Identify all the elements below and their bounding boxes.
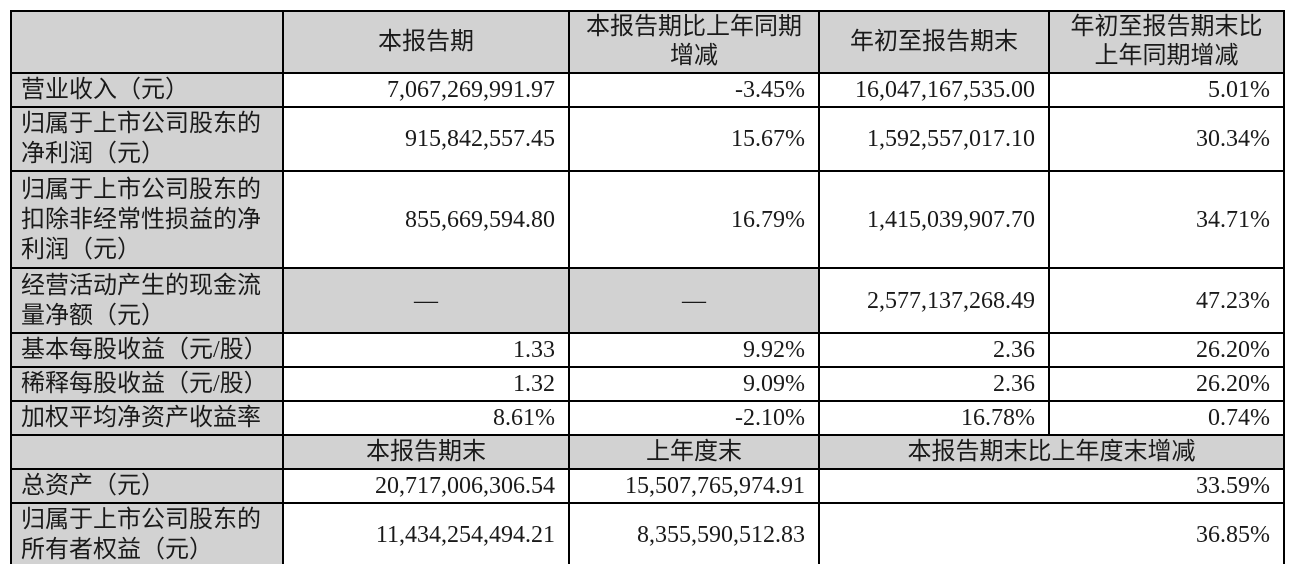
subheader-period-end-vs-prior-year-end: 本报告期末比上年度末增减 (818, 434, 1285, 470)
net-profit-label: 归属于上市公司股东的净利润（元） (10, 106, 284, 172)
operating-revenue-ytd: 16,047,167,535.00 (818, 72, 1050, 108)
diluted-eps-yoy: 9.09% (568, 366, 820, 402)
owners-equity-label: 归属于上市公司股东的所有者权益（元） (10, 502, 284, 564)
net-profit-ytd: 1,592,557,017.10 (818, 106, 1050, 172)
subheader-prior-year-end: 上年度末 (568, 434, 820, 470)
owners-equity-period-end: 11,434,254,494.21 (282, 502, 570, 564)
diluted-eps-ytd-yoy: 26.20% (1048, 366, 1285, 402)
row-basic-eps: 基本每股收益（元/股） 1.33 9.92% 2.36 26.20% (10, 332, 1285, 368)
diluted-eps-current: 1.32 (282, 366, 570, 402)
total-assets-prior-year-end: 15,507,765,974.91 (568, 468, 820, 504)
cash-flow-current-dash: — (282, 267, 570, 334)
deducted-net-profit-yoy: 16.79% (568, 170, 820, 269)
net-profit-current: 915,842,557.45 (282, 106, 570, 172)
header-current-period: 本报告期 (282, 10, 570, 74)
row-operating-revenue: 营业收入（元） 7,067,269,991.97 -3.45% 16,047,1… (10, 72, 1285, 108)
deducted-net-profit-current: 855,669,594.80 (282, 170, 570, 269)
cash-flow-ytd-yoy: 47.23% (1048, 267, 1285, 334)
roe-ytd: 16.78% (818, 400, 1050, 436)
subheader-corner-cell (10, 434, 284, 470)
roe-yoy: -2.10% (568, 400, 820, 436)
deducted-net-profit-ytd-yoy: 34.71% (1048, 170, 1285, 269)
basic-eps-current: 1.33 (282, 332, 570, 368)
operating-revenue-yoy: -3.45% (568, 72, 820, 108)
basic-eps-ytd-yoy: 26.20% (1048, 332, 1285, 368)
total-assets-change: 33.59% (818, 468, 1285, 504)
header-year-to-date: 年初至报告期末 (818, 10, 1050, 74)
operating-revenue-current: 7,067,269,991.97 (282, 72, 570, 108)
basic-eps-yoy: 9.92% (568, 332, 820, 368)
row-owners-equity: 归属于上市公司股东的所有者权益（元） 11,434,254,494.21 8,3… (10, 502, 1285, 564)
row-net-profit-attributable: 归属于上市公司股东的净利润（元） 915,842,557.45 15.67% 1… (10, 106, 1285, 172)
subheader-period-end: 本报告期末 (282, 434, 570, 470)
cash-flow-ytd: 2,577,137,268.49 (818, 267, 1050, 334)
row-net-profit-after-deduction: 归属于上市公司股东的扣除非经常性损益的净利润（元） 855,669,594.80… (10, 170, 1285, 269)
diluted-eps-ytd: 2.36 (818, 366, 1050, 402)
cash-flow-label: 经营活动产生的现金流量净额（元） (10, 267, 284, 334)
basic-eps-ytd: 2.36 (818, 332, 1050, 368)
deducted-net-profit-label: 归属于上市公司股东的扣除非经常性损益的净利润（元） (10, 170, 284, 269)
financial-summary-table: 本报告期 本报告期比上年同期 增减 年初至报告期末 年初至报告期末比 上年同期增… (10, 10, 1285, 564)
header-row: 本报告期 本报告期比上年同期 增减 年初至报告期末 年初至报告期末比 上年同期增… (10, 10, 1285, 74)
operating-revenue-label: 营业收入（元） (10, 72, 284, 108)
roe-label: 加权平均净资产收益率 (10, 400, 284, 436)
total-assets-period-end: 20,717,006,306.54 (282, 468, 570, 504)
header-year-to-date-yoy-change: 年初至报告期末比 上年同期增减 (1048, 10, 1285, 74)
net-profit-ytd-yoy: 30.34% (1048, 106, 1285, 172)
row-weighted-average-roe: 加权平均净资产收益率 8.61% -2.10% 16.78% 0.74% (10, 400, 1285, 436)
header-current-period-yoy-change: 本报告期比上年同期 增减 (568, 10, 820, 74)
diluted-eps-label: 稀释每股收益（元/股） (10, 366, 284, 402)
basic-eps-label: 基本每股收益（元/股） (10, 332, 284, 368)
operating-revenue-ytd-yoy: 5.01% (1048, 72, 1285, 108)
deducted-net-profit-ytd: 1,415,039,907.70 (818, 170, 1050, 269)
owners-equity-change: 36.85% (818, 502, 1285, 564)
roe-current: 8.61% (282, 400, 570, 436)
cash-flow-yoy-dash: — (568, 267, 820, 334)
row-diluted-eps: 稀释每股收益（元/股） 1.32 9.09% 2.36 26.20% (10, 366, 1285, 402)
subheader-row: 本报告期末 上年度末 本报告期末比上年度末增减 (10, 434, 1285, 470)
total-assets-label: 总资产（元） (10, 468, 284, 504)
net-profit-yoy: 15.67% (568, 106, 820, 172)
header-corner-cell (10, 10, 284, 74)
owners-equity-prior-year-end: 8,355,590,512.83 (568, 502, 820, 564)
roe-ytd-yoy: 0.74% (1048, 400, 1285, 436)
row-operating-cash-flow: 经营活动产生的现金流量净额（元） — — 2,577,137,268.49 47… (10, 267, 1285, 334)
row-total-assets: 总资产（元） 20,717,006,306.54 15,507,765,974.… (10, 468, 1285, 504)
